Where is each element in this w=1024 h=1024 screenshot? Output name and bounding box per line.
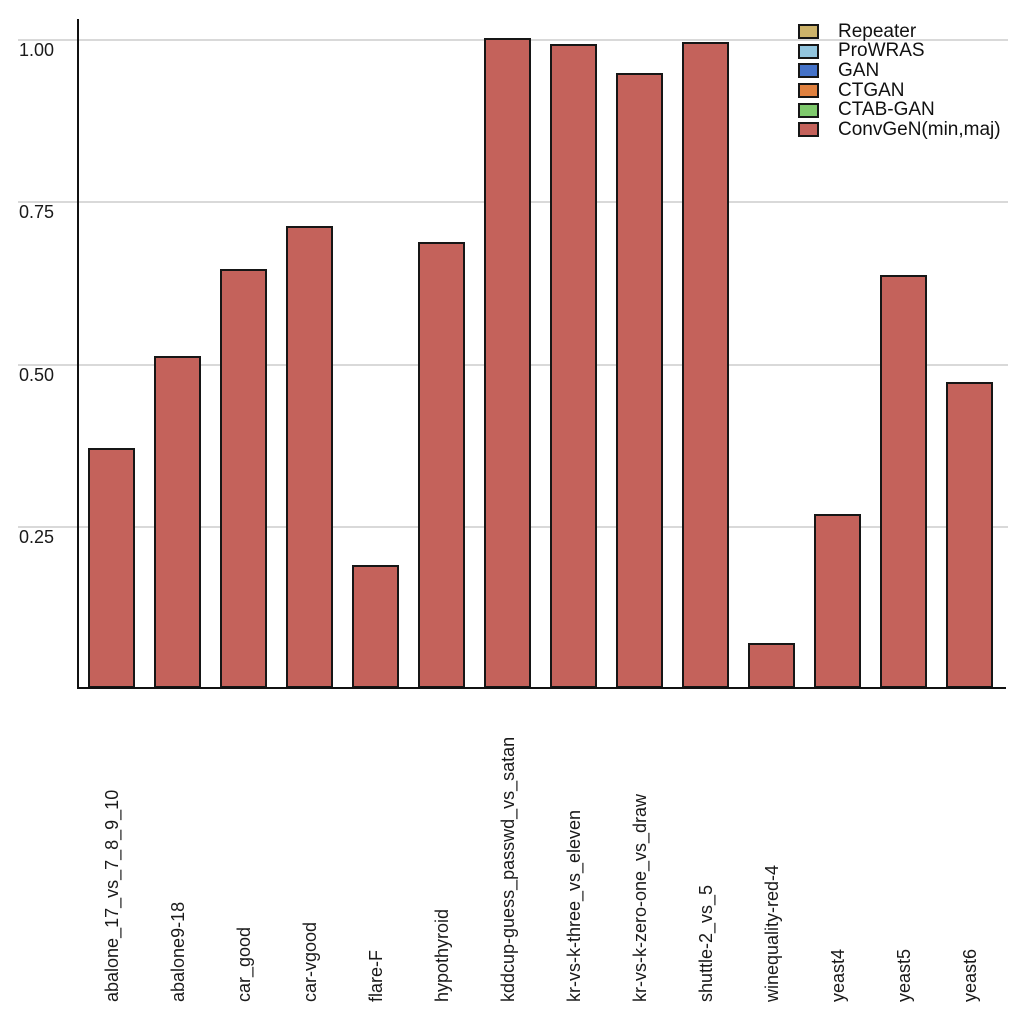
x-tick-label: winequality-red-4	[761, 864, 782, 1002]
x-axis-line	[77, 687, 1006, 689]
bar-car_good	[220, 269, 267, 688]
x-tick-label: yeast4	[827, 948, 848, 1002]
x-tick-label: kr-vs-k-three_vs_eleven	[563, 809, 584, 1002]
y-axis-line	[77, 19, 79, 688]
bar-winequality-red-4	[748, 643, 795, 688]
legend-item-label: GAN	[838, 59, 880, 81]
legend-item-ConvGeN(min,maj): ConvGeN(min,maj)	[798, 118, 1001, 140]
legend-item-GAN: GAN	[798, 59, 1001, 81]
legend-swatch-icon	[798, 24, 819, 40]
x-tick-label: yeast5	[893, 948, 914, 1002]
bar-yeast4	[814, 514, 861, 688]
legend-item-label: Repeater	[838, 20, 917, 42]
bar-yeast6	[946, 382, 993, 688]
y-tick-label: 1.00	[19, 40, 55, 60]
bar-hypothyroid	[418, 242, 465, 688]
x-tick-label: flare-F	[365, 949, 386, 1002]
y-tick-label: 0.75	[19, 202, 55, 223]
legend-swatch-icon	[798, 43, 819, 59]
x-tick-label: car-vgood	[299, 921, 320, 1002]
bar-flare-F	[352, 565, 399, 688]
x-tick-label: yeast6	[959, 948, 980, 1002]
legend-item-ProWRAS: ProWRAS	[798, 40, 1001, 62]
legend-item-label: CTAB-GAN	[838, 99, 935, 121]
legend-swatch-icon	[798, 63, 819, 79]
bar-kr-vs-k-three_vs_eleven	[550, 44, 597, 688]
legend-item-label: ProWRAS	[838, 40, 925, 62]
y-tick-label: 0.50	[19, 364, 55, 385]
bar-shuttle-2_vs_5	[682, 42, 729, 688]
legend-swatch-icon	[798, 83, 819, 99]
bar-kddcup-guess_passwd_vs_satan	[484, 38, 531, 688]
bar-abalone9-18	[154, 356, 201, 688]
legend-swatch-icon	[798, 122, 819, 138]
bar-car-vgood	[286, 226, 333, 688]
x-tick-label: car_good	[233, 926, 254, 1002]
x-tick-label: hypothyroid	[431, 908, 452, 1002]
x-tick-label: abalone_17_vs_7_8_9_10	[101, 789, 122, 1002]
legend-item-CTGAN: CTGAN	[798, 79, 1001, 101]
legend: Repeater ProWRAS GAN CTGAN CTAB-GAN ConvGeN(m…	[798, 20, 1001, 140]
legend-item-CTAB-GAN: CTAB-GAN	[798, 99, 1001, 121]
x-tick-label: shuttle-2_vs_5	[695, 884, 716, 1002]
x-tick-label: abalone9-18	[167, 901, 188, 1002]
legend-item-label: CTGAN	[838, 79, 905, 101]
bar-abalone_17_vs_7_8_9_10	[88, 448, 135, 688]
bar-kr-vs-k-zero-one_vs_draw	[616, 73, 663, 688]
legend-swatch-icon	[798, 102, 819, 118]
legend-item-label: ConvGeN(min,maj)	[838, 118, 1001, 140]
x-tick-label: kddcup-guess_passwd_vs_satan	[497, 736, 518, 1002]
legend-item-Repeater: Repeater	[798, 20, 1001, 42]
bar-yeast5	[880, 275, 927, 688]
x-tick-label: kr-vs-k-zero-one_vs_draw	[629, 793, 650, 1002]
y-tick-label: 0.25	[19, 526, 55, 547]
